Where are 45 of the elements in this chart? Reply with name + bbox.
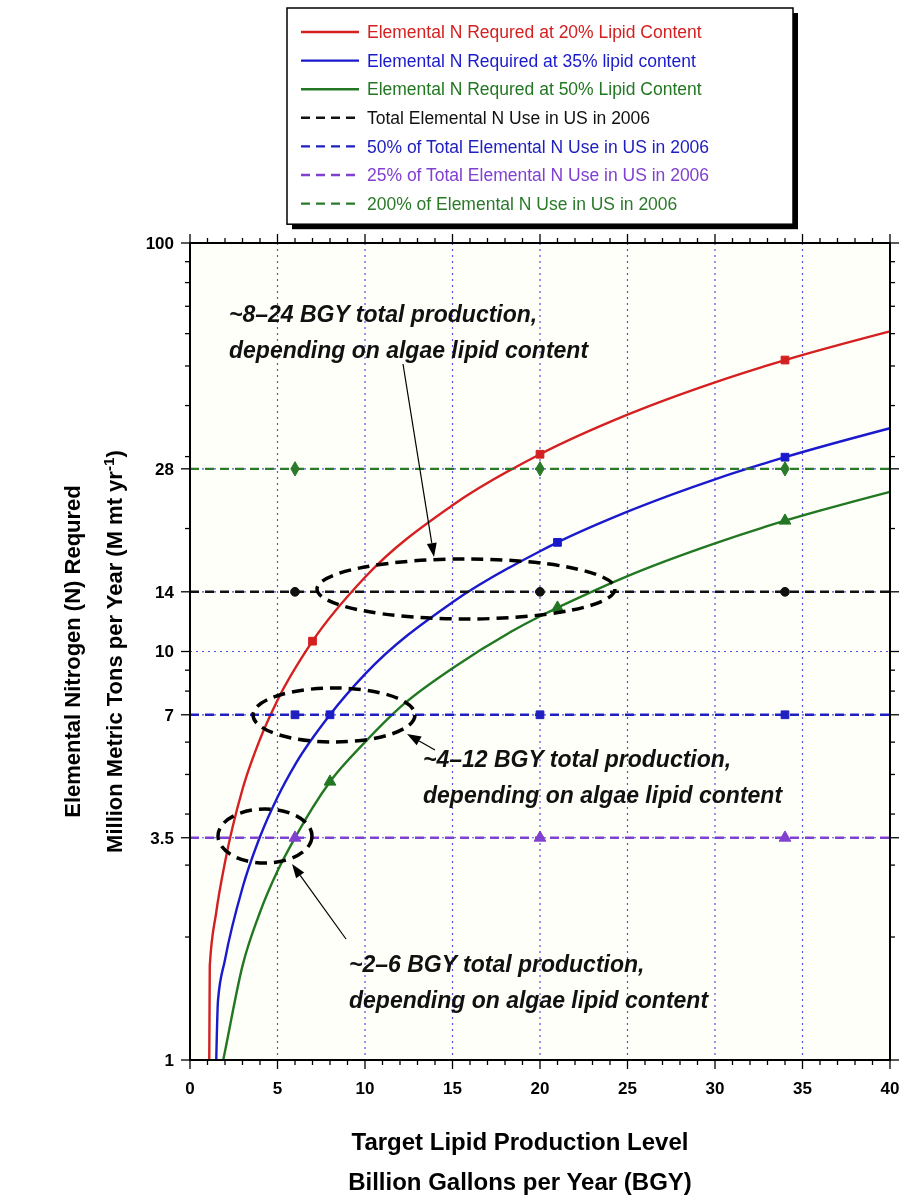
legend-label: Elemental N Requred at 20% Lipid Content: [367, 22, 702, 43]
y-tick-label: 100: [145, 233, 174, 253]
point: [778, 513, 792, 525]
point: [288, 830, 302, 842]
y-tick-label: 28: [155, 459, 174, 479]
x-tick-label: 40: [880, 1079, 900, 1098]
point: [533, 830, 547, 842]
point: [780, 355, 790, 365]
annotation: ~8–24 BGY total production, depending on algae lipid content: [229, 301, 590, 363]
x-tick-label: 10: [355, 1079, 375, 1098]
point: [778, 830, 792, 842]
point: [290, 710, 300, 720]
point: [780, 452, 790, 462]
legend-label: 50% of Total Elemental N Use in US in 2006: [367, 136, 710, 157]
y-tick-label: 3.5: [150, 828, 174, 848]
point: [323, 774, 337, 786]
x-tick-label: 5: [272, 1079, 283, 1098]
legend-label: 25% of Total Elemental N Use in US in 2006: [367, 165, 710, 186]
point: [780, 586, 790, 597]
point: [551, 600, 564, 612]
point: [290, 586, 300, 597]
point: [535, 449, 545, 459]
annotation: ~2–6 BGY total production, depending on algae lipid content: [349, 951, 710, 1013]
y-tick-label: 1: [164, 1050, 174, 1070]
legend-label: Elemental N Requred at 50% Lipid Content: [367, 79, 702, 100]
legend-label: Total Elemental N Use in US in 2006: [367, 107, 651, 128]
point: [325, 710, 335, 720]
legend-label: 200% of Elemental N Use in US in 2006: [367, 193, 678, 214]
legend-label: Elemental N Required at 35% lipid content: [367, 50, 696, 71]
x-tick-label: 25: [618, 1079, 637, 1098]
point: [308, 636, 317, 646]
point: [553, 537, 562, 547]
x-tick-label: 15: [443, 1079, 462, 1098]
x-tick-label: 20: [530, 1079, 550, 1098]
y-tick-label: 7: [164, 705, 174, 725]
point: [780, 710, 790, 720]
x-tick-label: 35: [793, 1079, 812, 1098]
x-tick-label: 0: [185, 1079, 195, 1098]
y-tick-label: 10: [155, 642, 174, 662]
point: [535, 586, 545, 597]
x-axis-title: Target Lipid Production Level Billion Gallons per Year (BGY): [348, 1128, 692, 1195]
x-tick-label: 30: [705, 1079, 725, 1098]
y-tick-label: 14: [155, 582, 175, 602]
point: [535, 710, 545, 720]
annotation: ~4–12 BGY total production, depending on algae lipid content: [423, 746, 784, 808]
